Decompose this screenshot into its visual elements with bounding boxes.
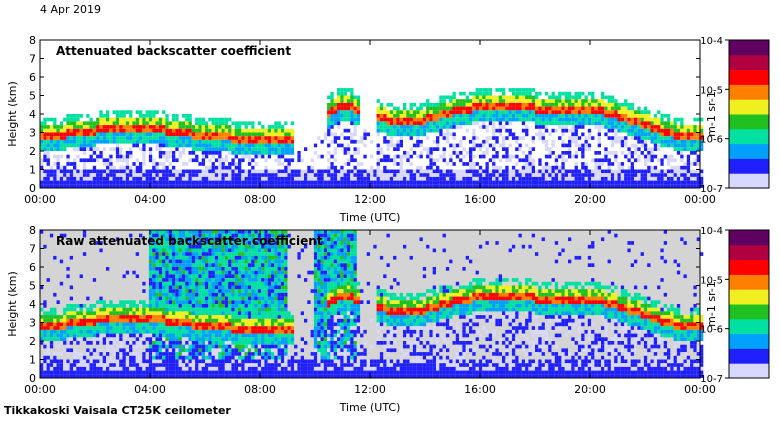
y-tick-label: 1 <box>29 164 36 177</box>
y-tick-label: 8 <box>29 224 36 237</box>
colorbar-segment <box>729 70 769 85</box>
colorbar-tick-label: 10-7 <box>700 184 723 195</box>
y-tick-label: 7 <box>29 243 36 256</box>
colorbar-segment <box>729 55 769 70</box>
colorbar-segment <box>729 99 769 114</box>
y-axis-label: Height (km) <box>6 271 19 337</box>
x-tick-label: 16:00 <box>464 193 496 206</box>
chart-title: Attenuated backscatter coefficient <box>56 44 291 58</box>
x-tick-label: 08:00 <box>244 383 276 396</box>
y-tick-label: 4 <box>29 298 36 311</box>
y-tick-label: 1 <box>29 354 36 367</box>
chart-title: Raw attenuated backscatter coefficient <box>56 234 323 248</box>
y-tick-label: 5 <box>29 280 36 293</box>
colorbar-segment <box>729 173 769 188</box>
x-tick-label: 16:00 <box>464 383 496 396</box>
date-label: 4 Apr 2019 <box>40 3 101 16</box>
x-axis-label: Time (UTC) <box>339 211 401 224</box>
x-tick-label: 08:00 <box>244 193 276 206</box>
colorbar-segment <box>729 334 769 349</box>
y-tick-label: 3 <box>29 127 36 140</box>
x-tick-label: 00:00 <box>24 193 56 206</box>
colorbar-segment <box>729 40 769 55</box>
y-tick-label: 7 <box>29 53 36 66</box>
colorbar-segment <box>729 348 769 363</box>
colorbar-unit-label: m-1 sr-1 <box>705 281 718 327</box>
y-tick-label: 6 <box>29 261 36 274</box>
colorbar-segment <box>729 84 769 99</box>
colorbar-segment <box>729 363 769 378</box>
colorbar-segment <box>729 289 769 304</box>
y-tick-label: 4 <box>29 108 36 121</box>
x-axis-label: Time (UTC) <box>339 401 401 414</box>
colorbar-segment <box>729 158 769 173</box>
colorbar-segment <box>729 274 769 289</box>
y-axis-label: Height (km) <box>6 81 19 147</box>
colorbar-tick-label: 10-7 <box>700 374 723 385</box>
y-tick-label: 2 <box>29 335 36 348</box>
colorbar-segment <box>729 260 769 275</box>
site-label: Tikkakoski Vaisala CT25K ceilometer <box>4 404 231 417</box>
y-tick-label: 5 <box>29 90 36 103</box>
y-tick-label: 2 <box>29 145 36 158</box>
x-tick-label: 12:00 <box>354 383 386 396</box>
x-tick-label: 20:00 <box>574 193 606 206</box>
colorbar-unit-label: m-1 sr-1 <box>705 91 718 137</box>
y-tick-label: 8 <box>29 34 36 47</box>
x-tick-label: 04:00 <box>134 193 166 206</box>
x-tick-label: 00:00 <box>24 383 56 396</box>
colorbar-segment <box>729 245 769 260</box>
y-tick-label: 3 <box>29 317 36 330</box>
colorbar: 10-710-610-510-4m-1 sr-1 <box>700 226 769 385</box>
x-tick-label: 12:00 <box>354 193 386 206</box>
y-tick-label: 6 <box>29 71 36 84</box>
colorbar-segment <box>729 230 769 245</box>
colorbar-tick-label: 10-4 <box>700 226 723 237</box>
colorbar-segment <box>729 319 769 334</box>
x-tick-label: 20:00 <box>574 383 606 396</box>
x-tick-label: 04:00 <box>134 383 166 396</box>
colorbar-tick-label: 10-4 <box>700 36 723 47</box>
colorbar-segment <box>729 304 769 319</box>
colorbar-segment <box>729 114 769 129</box>
colorbar-segment <box>729 129 769 144</box>
colorbar: 10-710-610-510-4m-1 sr-1 <box>700 36 769 195</box>
colorbar-segment <box>729 144 769 159</box>
